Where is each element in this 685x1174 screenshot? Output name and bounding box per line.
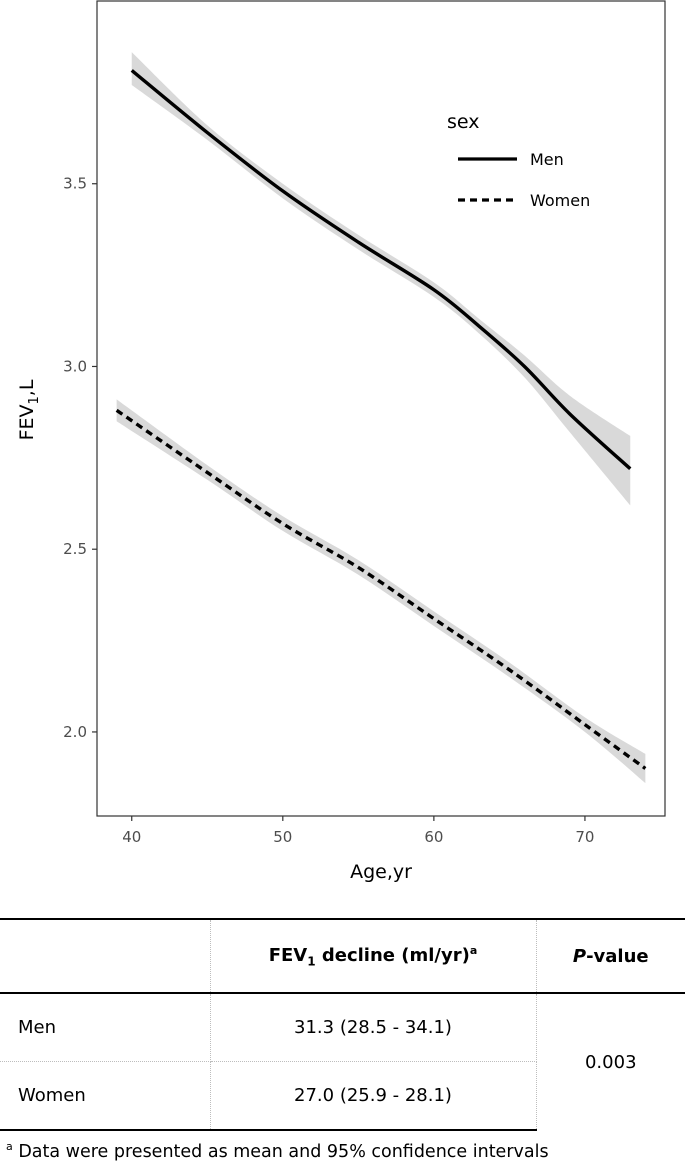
series-lines bbox=[115, 69, 647, 770]
y-axis: 2.0 2.5 3.0 3.5 bbox=[63, 175, 97, 741]
x-tick-label: 70 bbox=[575, 828, 594, 846]
row-label-men: Men bbox=[0, 993, 211, 1062]
fev1-age-chart: 40 50 60 70 2.0 2.5 3.0 3.5 Age,yr FEV1,L sex … bbox=[16, 0, 666, 883]
table-row: Men 31.3 (28.5 - 34.1) 0.003 bbox=[0, 993, 685, 1073]
series-line-men bbox=[130, 69, 632, 471]
p-value-cell: 0.003 bbox=[584, 1051, 637, 1073]
footnote-text: Data were presented as mean and 95% conf… bbox=[12, 1141, 549, 1162]
row-value-women: 27.0 (25.9 - 28.1) bbox=[210, 1061, 537, 1131]
header-p-tail: -value bbox=[586, 945, 649, 967]
y-tick-label: 3.0 bbox=[63, 357, 87, 375]
fev1-decline-table: FEV1 decline (ml/yr)a P-value Men 31.3 (… bbox=[0, 918, 685, 1131]
legend-label-men: Men bbox=[530, 150, 564, 169]
x-axis: 40 50 60 70 bbox=[122, 816, 594, 846]
ci-band-women bbox=[116, 399, 646, 784]
table-header-row: FEV1 decline (ml/yr)a P-value bbox=[0, 918, 685, 994]
ci-band-men bbox=[131, 52, 631, 506]
table-row: Women 27.0 (25.9 - 28.1) bbox=[0, 1061, 685, 1131]
header-p-value: P-value bbox=[536, 918, 685, 994]
confidence-bands bbox=[116, 52, 646, 784]
y-axis-title-tail: ,L bbox=[16, 379, 38, 396]
legend-label-women: Women bbox=[530, 191, 590, 210]
footnote-marker: a bbox=[6, 1140, 13, 1153]
header-fev1-sup: a bbox=[469, 943, 478, 957]
row-value-men: 31.3 (28.5 - 34.1) bbox=[210, 993, 537, 1062]
header-fev1-sub: 1 bbox=[307, 954, 316, 969]
x-tick-label: 50 bbox=[273, 828, 292, 846]
legend: sex Men Women bbox=[447, 111, 590, 210]
y-tick-label: 3.5 bbox=[63, 175, 87, 193]
fev1-decline-table-section: FEV1 decline (ml/yr)a P-value Men 31.3 (… bbox=[0, 918, 685, 1131]
x-tick-label: 40 bbox=[122, 828, 141, 846]
series-line-women bbox=[115, 408, 647, 770]
legend-title: sex bbox=[447, 111, 480, 133]
y-tick-label: 2.0 bbox=[63, 723, 87, 741]
header-fev1-tail: decline (ml/yr) bbox=[315, 944, 470, 966]
footnote: a Data were presented as mean and 95% co… bbox=[6, 1140, 549, 1162]
header-fev1-main: FEV bbox=[268, 944, 308, 966]
header-blank bbox=[0, 918, 211, 994]
y-axis-title-sub: 1 bbox=[27, 396, 42, 404]
y-axis-title: FEV1,L bbox=[16, 379, 42, 440]
header-fev1-decline: FEV1 decline (ml/yr)a bbox=[210, 918, 537, 994]
y-tick-label: 2.5 bbox=[63, 540, 87, 558]
x-axis-title: Age,yr bbox=[350, 861, 412, 883]
row-label-women: Women bbox=[0, 1061, 211, 1131]
y-axis-title-main: FEV bbox=[16, 404, 38, 440]
x-tick-label: 60 bbox=[424, 828, 443, 846]
header-p-italic: P bbox=[572, 945, 587, 967]
